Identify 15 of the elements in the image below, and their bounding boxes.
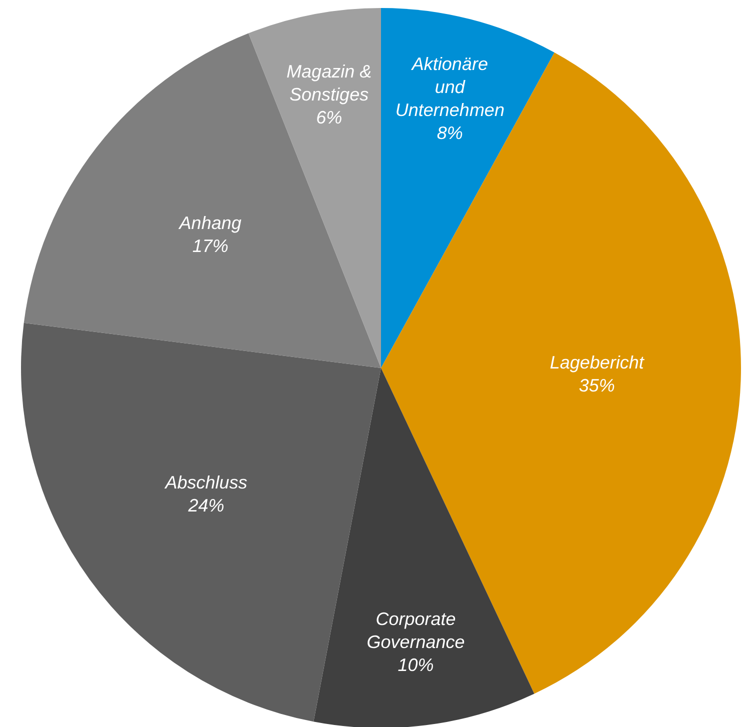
slice-label: Magazin & Sonstiges: [286, 61, 372, 104]
pie-slice: [314, 368, 534, 727]
data-label: 17%: [192, 236, 228, 256]
slice-label: Abschluss: [164, 472, 248, 492]
data-label: 35%: [578, 375, 615, 396]
pie-slice: [24, 33, 381, 368]
data-label: 24%: [187, 495, 224, 516]
data-label: 8%: [436, 122, 463, 143]
data-label: 6%: [316, 107, 342, 128]
slice-label: Lagebericht: [550, 352, 645, 372]
slice-label: Aktionäre und Unternehmen: [395, 54, 504, 120]
slice-label: Anhang: [178, 212, 242, 233]
data-label: 10%: [398, 654, 434, 675]
slice-label: Corporate Governance: [366, 608, 465, 652]
pie-slice: [248, 8, 381, 368]
